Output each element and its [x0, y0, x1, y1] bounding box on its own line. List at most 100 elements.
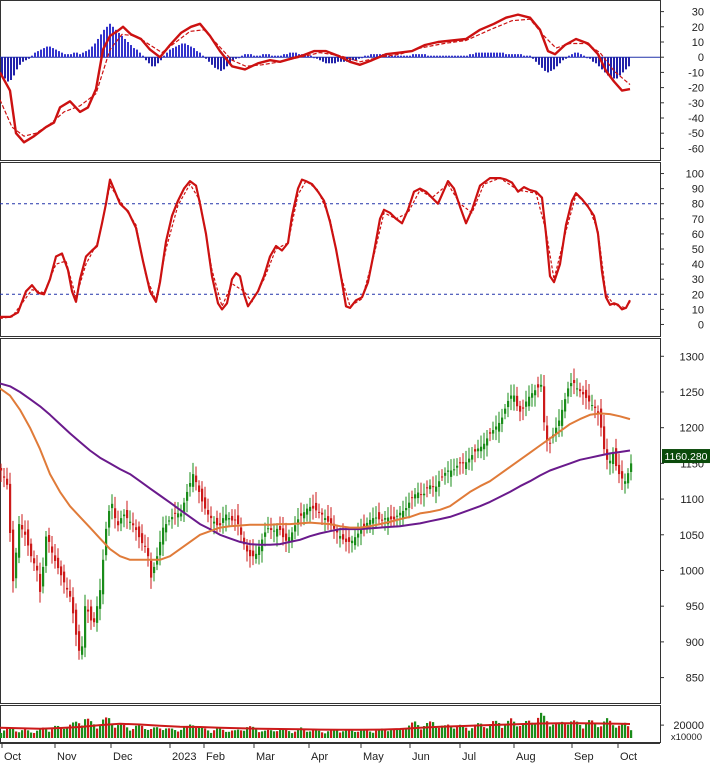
price-candle-body	[570, 383, 573, 387]
price-candle-body	[246, 545, 249, 552]
volume-bar	[495, 720, 498, 738]
macd-histogram-bar	[247, 54, 249, 58]
price-candle-body	[9, 483, 12, 533]
macd-histogram-bar	[214, 57, 216, 68]
price-candle-body	[111, 503, 114, 509]
macd-histogram-bar	[4, 57, 6, 79]
price-candle-body	[0, 467, 3, 471]
macd-tick-label: 0	[698, 52, 704, 64]
macd-histogram-bar	[433, 55, 435, 58]
macd-histogram-bar	[472, 54, 474, 58]
price-candle-body	[12, 529, 15, 582]
macd-histogram-bar	[583, 55, 585, 58]
volume-bar	[594, 723, 597, 738]
price-candle-body	[477, 448, 480, 452]
price-tick-label: 1300	[680, 351, 704, 363]
price-candle-body	[585, 389, 588, 398]
price-candle-body	[174, 512, 177, 514]
price-candle-body	[387, 517, 390, 525]
price-panel: 1300125012001150110010501000950900850116…	[0, 338, 710, 704]
price-candle-body	[75, 609, 78, 635]
macd-histogram-bar	[34, 52, 36, 58]
price-candle-body	[393, 516, 396, 520]
macd-histogram-bar	[475, 52, 477, 58]
x-axis-label: Apr	[311, 751, 328, 763]
volume-bar	[561, 721, 564, 738]
macd-histogram-bar	[310, 55, 312, 58]
macd-histogram-bar	[196, 51, 198, 58]
volume-bar	[69, 724, 72, 738]
price-candle-body	[36, 565, 39, 571]
price-candle-body	[72, 597, 75, 614]
volume-bar	[237, 729, 240, 738]
price-candle-body	[426, 487, 429, 489]
macd-histogram-bar	[64, 54, 66, 58]
volume-bar	[264, 730, 267, 738]
price-candle-body	[390, 516, 393, 520]
macd-histogram-bar	[85, 51, 87, 58]
volume-bar	[447, 724, 450, 738]
macd-histogram-bar	[607, 57, 609, 76]
volume-bar	[33, 732, 36, 738]
volume-bar	[51, 729, 54, 738]
price-candle-body	[135, 527, 138, 531]
volume-bar	[450, 725, 453, 738]
macd-histogram-bar	[409, 55, 411, 58]
stochastic-tick-label: 10	[692, 304, 704, 316]
macd-histogram-bar	[136, 49, 138, 58]
price-candle-body	[192, 474, 195, 487]
macd-histogram-bar	[358, 57, 360, 59]
macd-histogram-bar	[436, 55, 438, 58]
price-candle-body	[501, 417, 504, 424]
volume-bar	[81, 725, 84, 738]
volume-bar	[333, 729, 336, 738]
macd-frame	[0, 0, 661, 161]
price-candle-body	[567, 388, 570, 397]
volume-bar	[375, 730, 378, 738]
price-candle-body	[249, 549, 252, 557]
price-candle-body	[480, 446, 483, 452]
price-candle-body	[285, 533, 288, 541]
macd-histogram-bar	[190, 46, 192, 58]
price-ma-fast-line	[0, 387, 631, 561]
macd-histogram-bar	[586, 57, 588, 59]
price-candle-body	[486, 438, 489, 446]
volume-bar	[45, 729, 48, 738]
volume-bar	[492, 721, 495, 738]
volume-bar	[213, 730, 216, 738]
price-candle-body	[267, 528, 270, 530]
macd-histogram-bar	[361, 57, 363, 59]
volume-bar	[390, 729, 393, 738]
volume-bar	[207, 730, 210, 738]
volume-bar	[147, 729, 150, 738]
macd-histogram-bar	[208, 57, 210, 62]
macd-histogram-bar	[241, 55, 243, 58]
price-candle-body	[234, 519, 237, 521]
x-axis-label: Jul	[462, 751, 476, 763]
volume-bar	[297, 729, 300, 738]
macd-histogram-bar	[127, 42, 129, 58]
macd-histogram-bar	[577, 52, 579, 58]
volume-bar	[195, 727, 198, 738]
macd-histogram-bar	[517, 54, 519, 58]
macd-histogram-bar	[193, 48, 195, 58]
volume-bar	[57, 725, 60, 738]
macd-panel: 30 20 10 0 -10 -20 -30 -40 -50 -60	[0, 0, 704, 161]
macd-histogram-bar	[535, 57, 537, 62]
x-axis-label: Mar	[256, 751, 275, 763]
macd-histogram-bar	[205, 57, 207, 59]
macd-histogram-bar	[622, 57, 624, 73]
volume-bar	[117, 725, 120, 738]
price-candle-body	[555, 427, 558, 435]
price-candle-body	[444, 472, 447, 476]
volume-bar	[12, 727, 15, 738]
price-candle-body	[369, 519, 372, 525]
price-candle-body	[177, 513, 180, 518]
volume-bar	[630, 730, 633, 738]
price-candle-body	[27, 529, 30, 546]
volume-bar	[312, 730, 315, 738]
volume-bar	[21, 730, 24, 738]
price-candle-body	[489, 432, 492, 434]
macd-histogram-bar	[37, 51, 39, 58]
